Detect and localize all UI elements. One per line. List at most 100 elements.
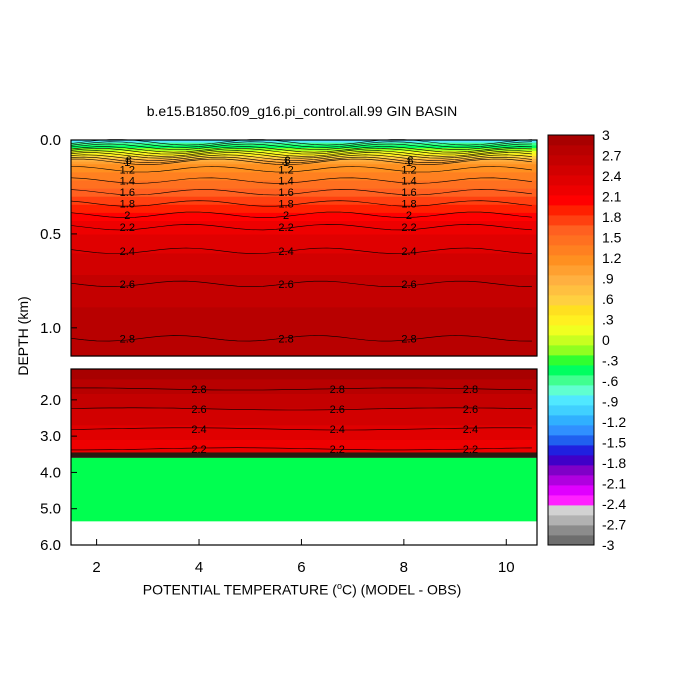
colorbar-swatch	[548, 525, 594, 536]
upper-band	[71, 207, 537, 211]
upper-panel: .8.8.81 1 11.2 1.2 1.21.4 1.4 1.41.6 1.6 1.61.8 1…	[70, 139, 537, 357]
lower-band	[71, 381, 537, 385]
colorbar-swatch	[548, 175, 594, 186]
lower-band	[71, 373, 537, 376]
contour-label: 1.4	[401, 176, 416, 188]
colorbar-swatch	[548, 315, 594, 326]
contour-label: 2.2	[191, 444, 206, 456]
lower-band	[71, 448, 537, 451]
upper-band	[71, 296, 537, 300]
colorbar-label: 2.1	[602, 189, 622, 205]
contour-label: 2.8	[120, 333, 135, 345]
upper-band	[71, 142, 537, 146]
colorbar-label: -1.5	[602, 435, 626, 451]
y-tick-label: 0.0	[40, 132, 61, 149]
colorbar-swatch	[548, 225, 594, 236]
colorbar-label: -1.2	[602, 414, 626, 430]
colorbar-label: -.9	[602, 394, 619, 410]
lower-band	[71, 402, 537, 406]
contour-label: .8	[404, 155, 413, 167]
x-axis-label-prefix: POTENTIAL TEMPERATURE (	[142, 581, 337, 598]
upper-band	[71, 339, 537, 344]
upper-band	[71, 283, 537, 287]
contour-label: 1.6	[120, 187, 135, 199]
contour-label: 2.2	[401, 222, 416, 234]
upper-band	[71, 161, 537, 165]
axes: 0.0 0.5 1.0 2.0 3.0 4.0 5.0 6.0 2 4 6 8 10	[40, 132, 538, 576]
contour-label: 2.8	[191, 384, 206, 396]
upper-band	[71, 221, 537, 225]
upper-band	[71, 140, 537, 144]
y-tick-label: 6.0	[40, 537, 61, 554]
contour-label: 2.8	[278, 333, 293, 345]
y-tick-label: 0.5	[40, 226, 61, 243]
contour-line	[70, 407, 532, 411]
x-tick-label: 4	[195, 559, 203, 576]
upper-band	[71, 272, 537, 276]
colorbar-swatch	[548, 265, 594, 276]
contour-label: 2.6	[401, 279, 416, 291]
chart-title: b.e15.B1850.f09_g16.pi_control.all.99 GI…	[146, 103, 458, 119]
lower-band	[71, 433, 537, 437]
contour-label: 2.4	[191, 424, 206, 436]
contour-line	[70, 146, 532, 153]
lower-band	[71, 419, 537, 422]
contour-label: 2.4	[120, 246, 135, 258]
colorbar-swatch	[548, 505, 594, 516]
contour-label: 2.4	[463, 424, 478, 436]
colorbar-swatch	[548, 215, 594, 226]
upper-band	[71, 299, 537, 303]
contour-label: 1.4	[120, 176, 135, 188]
lower-band	[71, 431, 537, 435]
colorbar-swatch	[548, 335, 594, 346]
colorbar-label: -.3	[602, 353, 619, 369]
upper-band	[71, 148, 537, 152]
lower-band	[71, 371, 537, 374]
upper-band	[71, 188, 537, 192]
lower-band	[71, 442, 537, 445]
contour-label: 1	[124, 157, 130, 169]
contour-label: 1.4	[278, 176, 293, 188]
contour-label: 2.6	[330, 404, 345, 416]
upper-band	[71, 261, 537, 265]
upper-band	[71, 291, 537, 295]
contour-label: 2	[283, 210, 289, 222]
colorbar-label: .6	[602, 291, 614, 307]
contour-label: 2.2	[120, 222, 135, 234]
upper-band	[71, 248, 537, 252]
lower-band	[71, 446, 537, 449]
upper-band	[71, 329, 537, 333]
lower-band	[71, 412, 537, 416]
contour-label: 1.6	[401, 187, 416, 199]
contour-line	[70, 154, 532, 161]
contour-line	[70, 223, 532, 231]
upper-band	[71, 175, 537, 179]
upper-band	[71, 277, 537, 281]
upper-band	[71, 145, 537, 149]
lower-band	[71, 394, 537, 397]
colorbar-label: -.6	[602, 373, 619, 389]
upper-band	[71, 285, 537, 290]
upper-band	[71, 239, 537, 244]
lower-band	[71, 389, 537, 393]
lower-band	[71, 398, 537, 401]
upper-band	[71, 264, 537, 268]
x-axis-label-sup: o	[336, 581, 342, 591]
lower-band	[71, 429, 537, 433]
upper-band	[71, 345, 537, 349]
y-axis-label-text: DEPTH (km)	[15, 296, 31, 376]
upper-band	[71, 196, 537, 200]
colorbar-swatch	[548, 345, 594, 356]
upper-band	[71, 269, 537, 273]
upper-band	[71, 153, 537, 157]
lower-sharp-gradient	[71, 452, 537, 458]
lower-band	[71, 439, 537, 443]
colorbar-swatch	[548, 415, 594, 426]
colorbar-swatch	[548, 275, 594, 286]
lower-band	[71, 423, 537, 426]
upper-band	[71, 167, 537, 171]
upper-band	[71, 172, 537, 176]
colorbar-swatch	[548, 535, 594, 546]
contour-label: .8	[123, 155, 132, 167]
